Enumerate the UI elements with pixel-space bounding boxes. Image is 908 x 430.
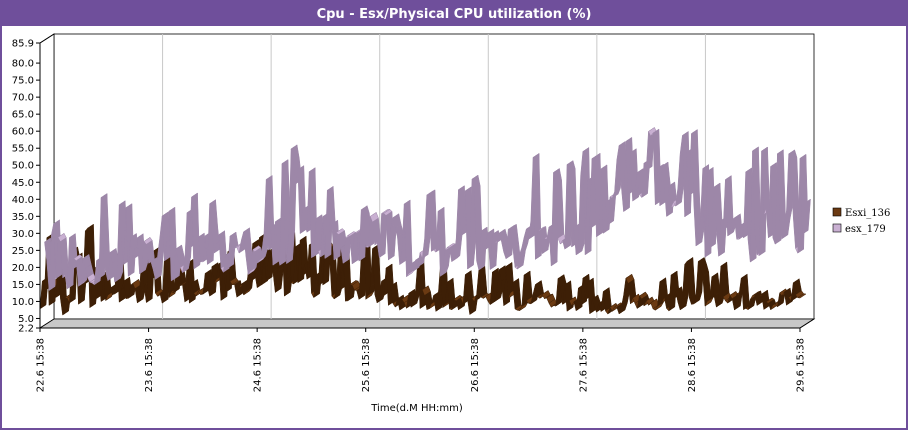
y-tick-label: 40.0: [12, 195, 34, 206]
y-tick-label: 50.0: [12, 161, 34, 172]
y-tick-label: 5.0: [18, 314, 34, 325]
x-tick-label: 27.6 15:38: [578, 338, 589, 392]
plot-floor: [38, 318, 816, 329]
series-segment: [797, 293, 807, 299]
series-esx-179: [44, 126, 811, 291]
y-tick-label: 85.9: [12, 39, 34, 50]
x-tick-label: 23.6 15:38: [144, 338, 155, 392]
x-tick-label: 22.6 15:38: [36, 338, 47, 392]
y-tick-label: 10.0: [12, 297, 34, 308]
y-tick-label: 25.0: [12, 246, 34, 257]
top-edge: [39, 33, 55, 44]
y-tick-label: 45.0: [12, 178, 34, 189]
y-tick-label: 60.0: [12, 127, 34, 138]
y-tick-label: 80.0: [12, 59, 34, 70]
legend-label: Esxi_136: [845, 208, 890, 219]
y-tick-label: 20.0: [12, 263, 34, 274]
legend-swatch: [832, 207, 842, 217]
x-axis-title: Time(d.M HH:mm): [370, 403, 463, 414]
y-tick-label: 70.0: [12, 93, 34, 104]
legend-label: esx_179: [845, 224, 886, 235]
chart-title: Cpu - Esx/Physical CPU utilization (%): [2, 2, 906, 26]
series-segment: [801, 198, 811, 235]
x-tick-label: 26.6 15:38: [470, 338, 481, 392]
legend-swatch: [832, 223, 842, 233]
x-tick-label: 28.6 15:38: [687, 338, 698, 392]
y-tick-label: 75.0: [12, 76, 34, 87]
y-tick-label: 15.0: [12, 280, 34, 291]
y-tick-label: 30.0: [12, 229, 34, 240]
y-tick-label: 65.0: [12, 110, 34, 121]
floor-edge: [799, 318, 815, 329]
y-tick-label: 55.0: [12, 144, 34, 155]
x-tick-label: 29.6 15:38: [796, 338, 807, 392]
y-tick-label: 2.2: [18, 324, 34, 335]
y-tick-label: 35.0: [12, 212, 34, 223]
x-tick-label: 24.6 15:38: [253, 338, 264, 392]
x-tick-label: 25.6 15:38: [361, 338, 372, 392]
